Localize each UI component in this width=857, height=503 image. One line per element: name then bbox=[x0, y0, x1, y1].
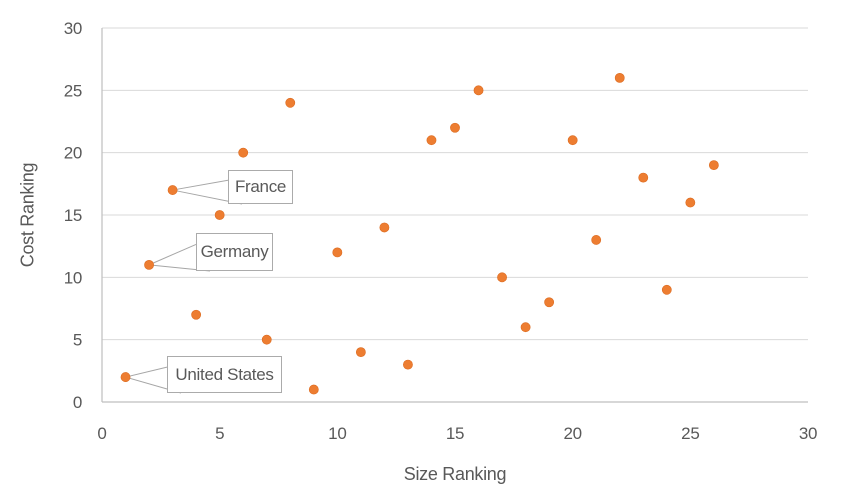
data-point bbox=[191, 309, 202, 320]
data-point bbox=[708, 160, 719, 171]
x-tick-label-30: 30 bbox=[799, 424, 817, 443]
data-point bbox=[238, 147, 249, 158]
x-axis-title: Size Ranking bbox=[403, 464, 507, 484]
data-point bbox=[685, 197, 696, 208]
leader-line-germany-0 bbox=[148, 243, 197, 266]
data-point bbox=[473, 85, 484, 96]
data-point bbox=[567, 135, 578, 146]
x-tick-label-15: 15 bbox=[446, 424, 464, 443]
data-point-france bbox=[167, 185, 178, 195]
callout-germany: Germany bbox=[196, 233, 273, 271]
y-tick-label-15: 15 bbox=[64, 206, 82, 225]
x-tick-label-5: 5 bbox=[215, 424, 224, 443]
data-point bbox=[214, 210, 225, 220]
data-point bbox=[544, 297, 555, 308]
x-tick-label-0: 0 bbox=[97, 424, 106, 443]
callout-united-states: United States bbox=[167, 356, 282, 393]
data-point bbox=[261, 334, 272, 345]
data-point bbox=[285, 97, 296, 108]
data-point bbox=[591, 235, 602, 245]
data-point bbox=[426, 135, 437, 146]
y-tick-label-10: 10 bbox=[64, 268, 82, 287]
data-point bbox=[450, 122, 460, 133]
callout-france: France bbox=[228, 170, 293, 204]
data-point bbox=[355, 347, 366, 358]
y-tick-label-30: 30 bbox=[64, 19, 82, 38]
data-point bbox=[379, 222, 390, 233]
data-point bbox=[308, 384, 319, 395]
data-point-united-states bbox=[120, 372, 131, 382]
data-point bbox=[332, 247, 343, 258]
y-tick-label-0: 0 bbox=[73, 393, 82, 412]
x-tick-label-25: 25 bbox=[681, 424, 699, 443]
y-tick-label-25: 25 bbox=[64, 81, 82, 100]
data-point-germany bbox=[144, 259, 154, 270]
y-tick-label-20: 20 bbox=[64, 144, 82, 163]
leader-line-france-0 bbox=[172, 179, 229, 191]
data-point bbox=[497, 272, 507, 283]
data-point bbox=[614, 72, 625, 83]
x-tick-label-20: 20 bbox=[564, 424, 582, 443]
data-point bbox=[661, 284, 672, 295]
data-point bbox=[520, 322, 531, 333]
data-point bbox=[638, 172, 649, 183]
data-point bbox=[403, 359, 413, 370]
x-tick-label-10: 10 bbox=[328, 424, 346, 443]
leader-line-united-states-0 bbox=[125, 366, 168, 378]
y-tick-label-5: 5 bbox=[73, 331, 82, 350]
